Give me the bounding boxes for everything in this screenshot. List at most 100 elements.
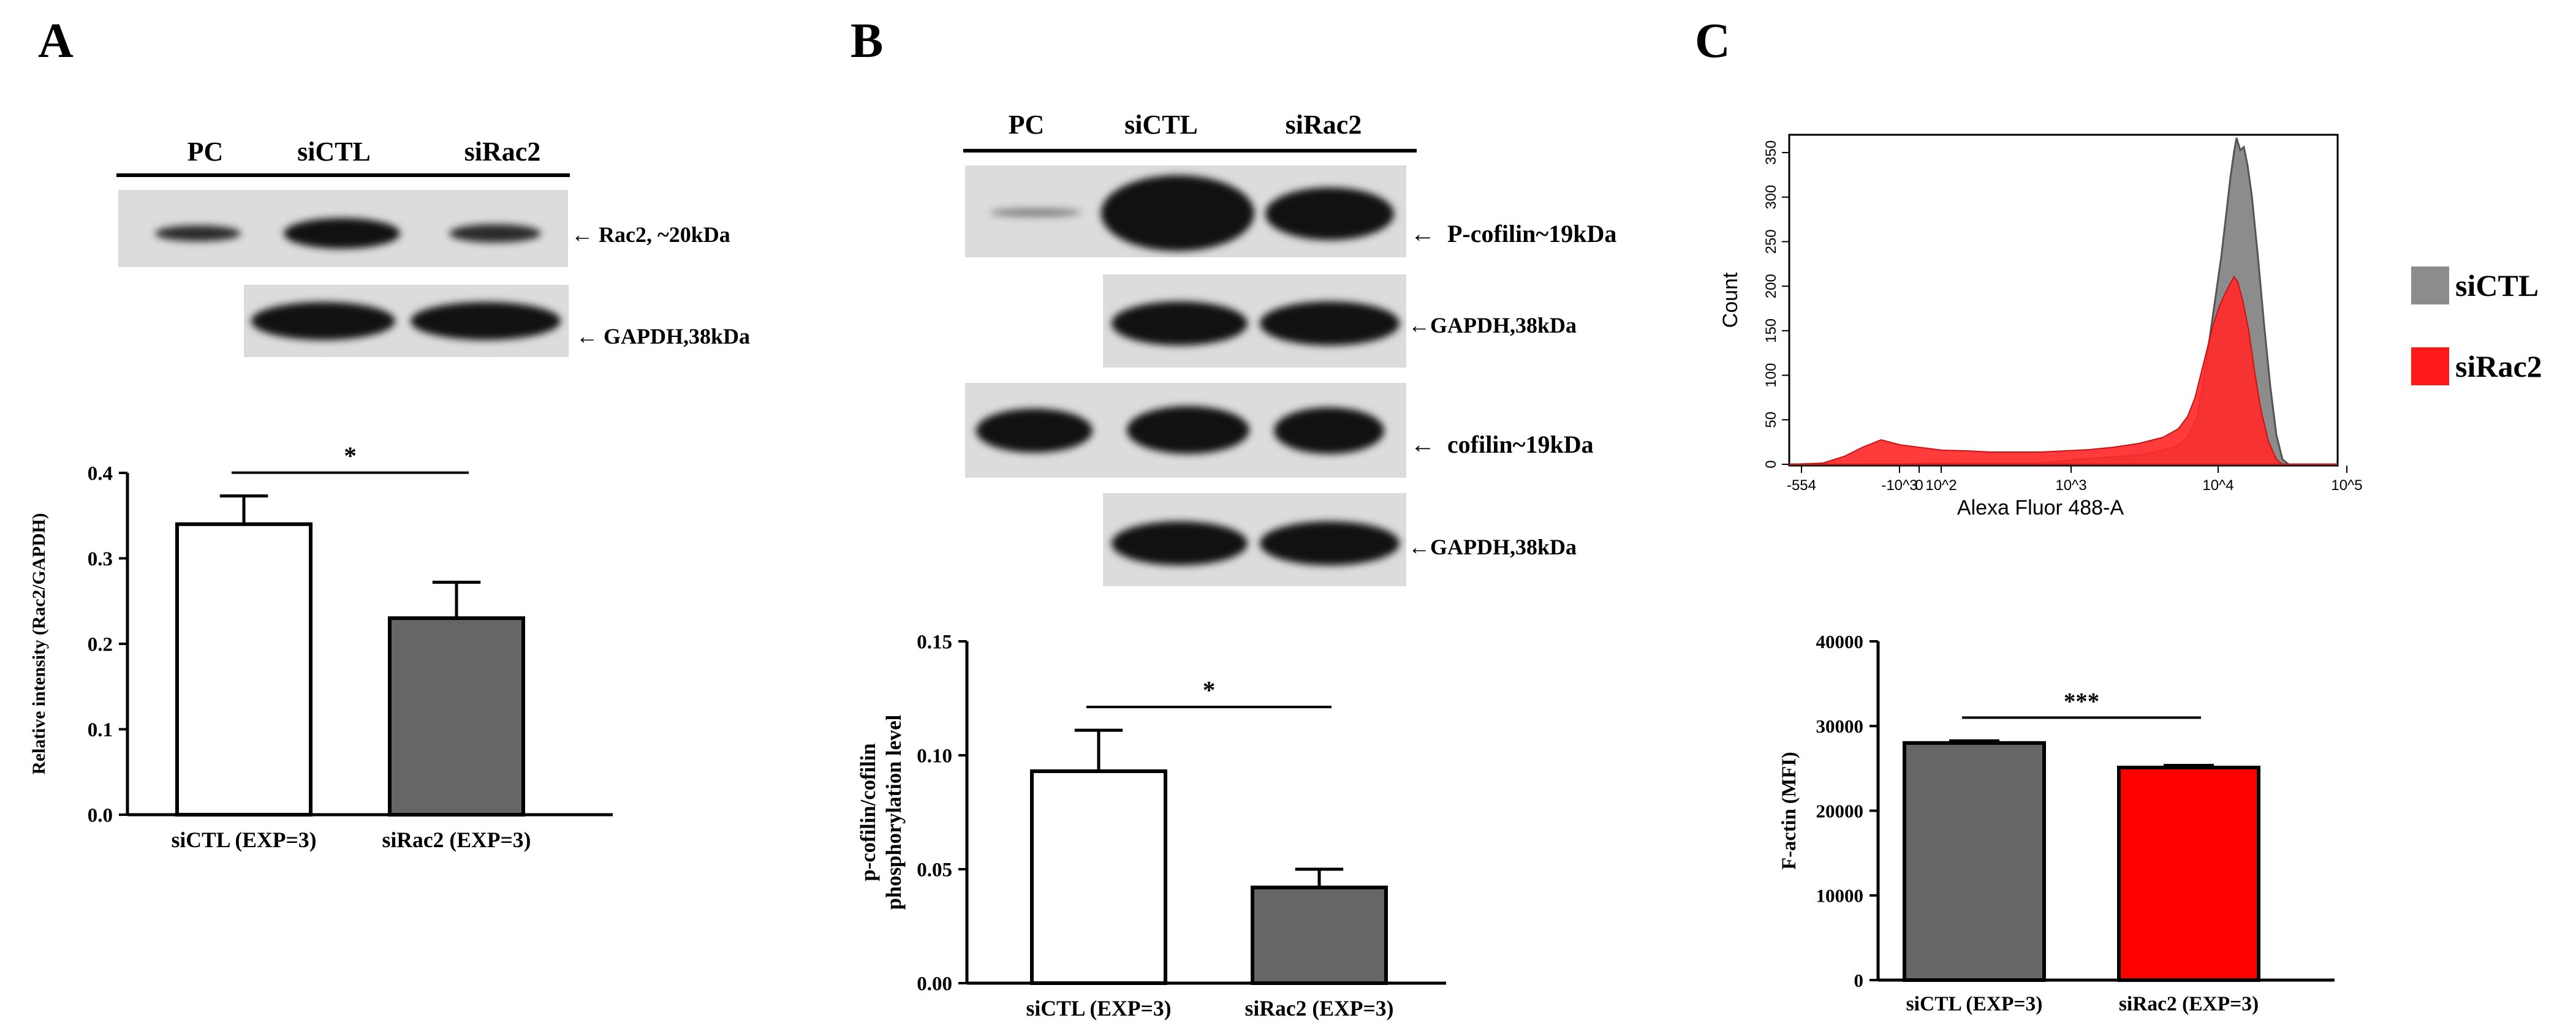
blot-gapdh-a <box>244 285 569 357</box>
band-gapdh-2 <box>1260 301 1400 345</box>
band-pc <box>155 225 241 241</box>
flow-y-tick-label: 250 <box>1763 229 1779 254</box>
bar <box>1251 885 1388 986</box>
y-axis-label-2: phosphorylation level <box>882 714 906 910</box>
flow-y-tick-label: 200 <box>1763 274 1779 298</box>
flow-x-tick-label: 10^4 <box>2202 477 2233 494</box>
flow-y-tick-label: 0 <box>1763 460 1779 468</box>
flow-series-sirac2 <box>1789 276 2338 465</box>
flow-x-tick-label: 10^2 <box>1925 477 1957 494</box>
band-pc <box>990 208 1082 217</box>
legend-item-sictl: siCTL <box>2411 266 2542 304</box>
flow-frame <box>1788 134 2339 467</box>
y-axis-label: Relative intensity (Rac2/GAPDH) <box>29 513 49 774</box>
flow-y-tick-label: 150 <box>1763 319 1779 343</box>
legend-label-sirac2: siRac2 <box>2455 349 2542 383</box>
x-tick-label: siCTL (EXP=3) <box>171 828 316 852</box>
blot-label-gapdh-b1: ←GAPDH,38kDa <box>1408 313 1577 338</box>
flow-x-tick-label: -10^3 <box>1881 477 1917 494</box>
flow-plot <box>1788 134 2339 467</box>
x-tick-label: siRac2 (EXP=3) <box>382 828 531 852</box>
band-gapdh-2 <box>1260 521 1400 565</box>
lane-label-sictl: siCTL <box>1124 110 1198 140</box>
x-tick-label: siCTL (EXP=3) <box>1026 996 1171 1021</box>
chart-a: 0.0 0.1 0.2 0.3 0.4 siCTL (EXP=3) siRac2 (EXP=… <box>29 442 613 852</box>
y-axis-label: F-actin (MFI) <box>1778 752 1800 870</box>
y-tick-label: 0.15 <box>917 632 952 654</box>
panel-letter-c: C <box>1695 14 1730 68</box>
chart-c: 0 10000 20000 30000 40000 siCTL (EXP=3) siRac2… <box>1778 631 2335 1016</box>
band-gapdh-1 <box>251 302 395 340</box>
y-tick-label: 0.0 <box>88 805 113 827</box>
flow-y-tick-label: 100 <box>1763 363 1779 388</box>
chart-a-plot: 0.0 0.1 0.2 0.3 0.4 siCTL (EXP=3) siRac2 (EXP=… <box>29 442 613 852</box>
flow-y-tick-label: 300 <box>1763 185 1779 209</box>
flow-y-tick-label: 50 <box>1763 412 1779 428</box>
lane-underline-b <box>963 149 1417 153</box>
bar <box>1030 769 1167 985</box>
flow-legend: siCTL siRac2 <box>2411 266 2542 385</box>
legend-swatch-sictl <box>2411 266 2449 304</box>
chart-b-plot: 0.00 0.05 0.10 0.15 siCTL (EXP=3) siRac2 (EXP… <box>857 632 1446 1021</box>
blot-p-cofilin <box>965 165 1406 257</box>
blot-label-rac2: ← Rac2, ~20kDa <box>571 222 730 247</box>
flow-x-tick-label: 10^3 <box>2055 477 2086 494</box>
lane-label-sictl: siCTL <box>297 137 371 167</box>
band-sirac2 <box>1274 407 1384 454</box>
bar <box>175 522 313 817</box>
y-tick-label: 20000 <box>1816 800 1864 821</box>
y-tick-label: 0 <box>1854 970 1864 991</box>
chart-b: 0.00 0.05 0.10 0.15 siCTL (EXP=3) siRac2 (EXP… <box>857 632 1446 1021</box>
y-tick-label: 0.10 <box>917 745 952 768</box>
flow-x-tick-label: -554 <box>1787 477 1816 494</box>
flow-x-tick-label: 0 <box>1915 477 1923 494</box>
y-tick-label: 0.1 <box>88 719 113 741</box>
bar <box>388 616 525 817</box>
y-tick-label: 0.00 <box>917 973 952 995</box>
chart-c-plot: 0 10000 20000 30000 40000 siCTL (EXP=3) siRac2… <box>1778 631 2335 1016</box>
band-sictl <box>1101 175 1254 251</box>
significance-label: * <box>344 442 357 470</box>
blot-label-gapdh-a: ← GAPDH,38kDa <box>576 324 751 349</box>
panel-letter-b: B <box>850 14 884 68</box>
blot-cofilin <box>965 383 1406 478</box>
flow-y-tick-label: 350 <box>1763 140 1779 165</box>
blot-label-gapdh-b2: ←GAPDH,38kDa <box>1408 535 1577 559</box>
y-axis-label: p-cofilin/cofilin <box>857 743 880 881</box>
band-sirac2 <box>449 224 541 243</box>
significance-label: * <box>1203 676 1216 704</box>
band-sirac2 <box>1265 187 1394 240</box>
bar <box>2117 765 2260 982</box>
blot-label-p-cofilin: ← P-cofilin~19kDa <box>1411 220 1617 247</box>
y-tick-label: 40000 <box>1816 631 1864 652</box>
lane-label-sirac2: siRac2 <box>1285 110 1362 140</box>
band-sictl <box>284 218 400 249</box>
lane-label-sirac2: siRac2 <box>464 137 541 167</box>
flow-x-tick-label: 10^5 <box>2331 477 2362 494</box>
y-tick-label: 0.2 <box>88 634 113 656</box>
bar <box>1903 741 2046 982</box>
y-tick-label: 0.3 <box>88 548 113 570</box>
blot-label-cofilin: ← cofilin~19kDa <box>1411 431 1594 458</box>
flow-x-axis-label: Alexa Fluor 488-A <box>1957 496 2124 519</box>
lane-label-pc: PC <box>187 137 224 167</box>
lane-underline-a <box>116 173 570 177</box>
band-gapdh-1 <box>1112 521 1248 565</box>
y-tick-label: 0.4 <box>88 463 113 485</box>
band-gapdh-2 <box>411 302 561 340</box>
legend-swatch-sirac2 <box>2411 347 2449 385</box>
flow-y-axis-label: Count <box>1719 272 1742 328</box>
blot-rac2 <box>118 190 568 267</box>
y-tick-label: 0.05 <box>917 859 952 881</box>
blot-gapdh-b2 <box>1103 493 1406 586</box>
x-tick-label: siCTL (EXP=3) <box>1906 993 2043 1016</box>
y-tick-label: 10000 <box>1816 885 1864 907</box>
x-tick-label: siRac2 (EXP=3) <box>1245 996 1394 1021</box>
lane-label-pc: PC <box>1008 110 1045 140</box>
blot-gapdh-b1 <box>1103 274 1406 368</box>
band-gapdh-1 <box>1112 301 1248 345</box>
legend-label-sictl: siCTL <box>2455 268 2539 303</box>
x-tick-label: siRac2 (EXP=3) <box>2119 993 2259 1016</box>
